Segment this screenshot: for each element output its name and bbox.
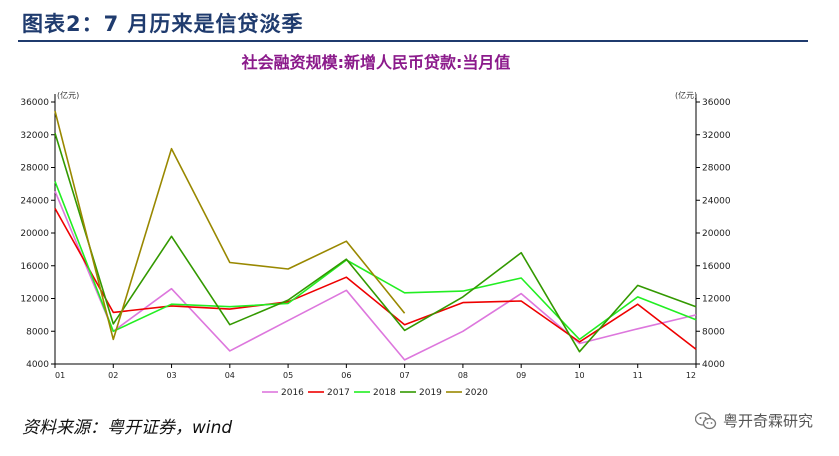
chart-title: 社会融资规模:新增人民币贷款:当月值 — [241, 53, 511, 72]
legend-label-2017: 2017 — [327, 388, 350, 398]
x-tick-label: 04 — [225, 371, 235, 380]
y-tick-label-right: 16000 — [702, 262, 731, 272]
title-divider — [18, 40, 808, 42]
y-tick-label-left: 24000 — [20, 196, 49, 206]
y-tick-label-left: 32000 — [20, 131, 49, 141]
x-tick-label: 05 — [283, 371, 293, 380]
series-line-2018 — [54, 181, 697, 341]
wechat-icon — [694, 411, 717, 429]
y-tick-label-left: 28000 — [20, 164, 49, 174]
x-tick-label: 09 — [516, 371, 526, 380]
axes: (亿元) (亿元) 4000 4000 8000 8000 12000 12000 16000 1… — [20, 90, 731, 380]
source-note: 资料来源：粤开证券，wind — [22, 418, 233, 438]
y-tick-label-right: 28000 — [702, 164, 731, 174]
y-tick-label-right: 8000 — [702, 327, 725, 337]
x-tick-label: 01 — [55, 371, 65, 380]
y-tick-label-right: 32000 — [702, 131, 731, 141]
line-chart: 社会融资规模:新增人民币贷款:当月值 (亿元) (亿元) 4000 4000 8000 8… — [20, 53, 731, 398]
series-lines — [54, 110, 697, 361]
y-tick-label-left: 12000 — [20, 295, 49, 305]
y-tick-label-right: 24000 — [702, 196, 731, 206]
y-tick-label-left: 20000 — [20, 229, 49, 239]
right-unit-label: (亿元) — [675, 90, 697, 100]
y-tick-label-right: 12000 — [702, 295, 731, 305]
y-tick-label-left: 8000 — [26, 327, 49, 337]
y-tick-label-right: 36000 — [702, 98, 731, 108]
watermark-label: 粤开奇霖研究 — [722, 412, 813, 430]
legend-label-2020: 2020 — [465, 388, 488, 398]
x-tick-label: 10 — [574, 371, 584, 380]
x-tick-label: 07 — [400, 371, 410, 380]
legend-label-2019: 2019 — [419, 388, 442, 398]
series-line-2020 — [54, 110, 406, 341]
x-tick-label: 11 — [633, 371, 643, 380]
series-line-2019 — [54, 132, 697, 353]
x-tick-label: 02 — [108, 371, 118, 380]
legend-label-2016: 2016 — [281, 388, 304, 398]
left-unit-label: (亿元) — [57, 90, 79, 100]
y-tick-label-left: 4000 — [26, 360, 49, 370]
legend: 2016 2017 2018 2019 2020 — [262, 388, 488, 398]
x-tick-label: 08 — [458, 371, 468, 380]
y-tick-label-left: 36000 — [20, 98, 49, 108]
y-tick-label-right: 4000 — [702, 360, 725, 370]
header: 图表2：7 月历来是信贷淡季 — [0, 0, 839, 44]
x-tick-label: 06 — [341, 371, 351, 380]
x-tick-label: 12 — [686, 371, 696, 380]
figure-title: 图表2：7 月历来是信贷淡季 — [22, 12, 304, 36]
y-tick-label-right: 20000 — [702, 229, 731, 239]
watermark: 粤开奇霖研究 — [694, 410, 813, 431]
series-line-2017 — [54, 208, 697, 350]
x-tick-label: 03 — [166, 371, 176, 380]
legend-label-2018: 2018 — [373, 388, 396, 398]
y-tick-label-left: 16000 — [20, 262, 49, 272]
